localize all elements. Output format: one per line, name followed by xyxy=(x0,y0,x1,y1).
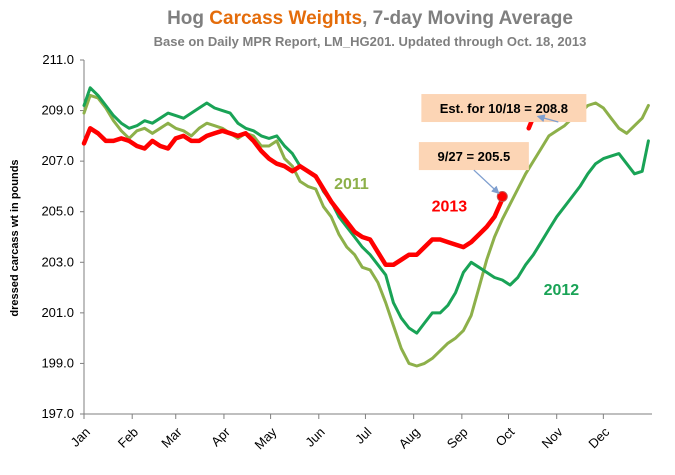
series-line-2013 xyxy=(81,126,505,268)
series-label-2013: 2013 xyxy=(432,199,468,216)
callout-arrow xyxy=(473,169,500,195)
x-tick-label: Jul xyxy=(352,424,374,446)
x-tick-label: Mar xyxy=(158,424,185,451)
callout-arrow xyxy=(536,114,559,123)
series-line-2012 xyxy=(82,86,650,335)
series-end-marker xyxy=(496,191,508,203)
x-tick-label: Jan xyxy=(68,424,93,449)
callouts: Est. for 10/18 = 208.8 9/27 = 205.5 xyxy=(418,94,587,195)
x-tick-label: Jun xyxy=(302,424,327,449)
y-tick-label: 207.0 xyxy=(41,153,74,168)
callout-text: 9/27 = 205.5 xyxy=(438,149,511,164)
chart-title-part-2: Carcass Weights xyxy=(209,8,362,29)
chart-subtitle: Base on Daily MPR Report, LM_HG201. Upda… xyxy=(154,34,587,49)
series-label-2011: 2011 xyxy=(334,176,369,193)
y-tick-label: 199.0 xyxy=(41,355,74,370)
series-line-2011 xyxy=(82,93,650,368)
x-tick-label: Nov xyxy=(539,424,566,451)
y-tick-label: 201.0 xyxy=(41,305,74,320)
callout-box xyxy=(421,94,587,123)
x-tick-label: Dec xyxy=(585,424,612,451)
y-ticks: 197.0 199.0 201.0 203.0 205.0 207.0 209.0 211.0 xyxy=(41,52,84,421)
chart-title-part-3: , 7-day Moving Average xyxy=(362,8,573,29)
callout-box xyxy=(418,142,529,171)
x-tick-label: Apr xyxy=(208,424,233,449)
y-tick-label: 209.0 xyxy=(41,103,74,118)
x-tick-label: Sep xyxy=(444,424,471,451)
series-label-2012: 2012 xyxy=(544,282,580,299)
y-tick-label: 197.0 xyxy=(41,406,74,421)
x-tick-label: Oct xyxy=(493,424,518,449)
callout-text: Est. for 10/18 = 208.8 xyxy=(440,101,568,116)
y-tick-label: 205.0 xyxy=(41,204,74,219)
x-tick-label: May xyxy=(252,424,280,452)
series-labels: 2011 2013 2012 xyxy=(334,176,579,299)
x-tick-label: Aug xyxy=(396,424,423,451)
x-tick-label: Feb xyxy=(115,424,141,450)
y-axis-label: dressed carcass wt in pounds xyxy=(9,159,21,316)
y-tick-label: 203.0 xyxy=(41,254,74,269)
x-ticks: Jan Feb Mar Apr May Jun Jul Aug Sep Oct Nov Dec xyxy=(68,414,613,452)
y-tick-label: 211.0 xyxy=(42,52,74,67)
chart-title-part-1: Hog xyxy=(167,8,209,29)
chart-title: Hog Carcass Weights, 7-day Moving Averag… xyxy=(167,8,573,29)
series-group xyxy=(81,86,650,368)
